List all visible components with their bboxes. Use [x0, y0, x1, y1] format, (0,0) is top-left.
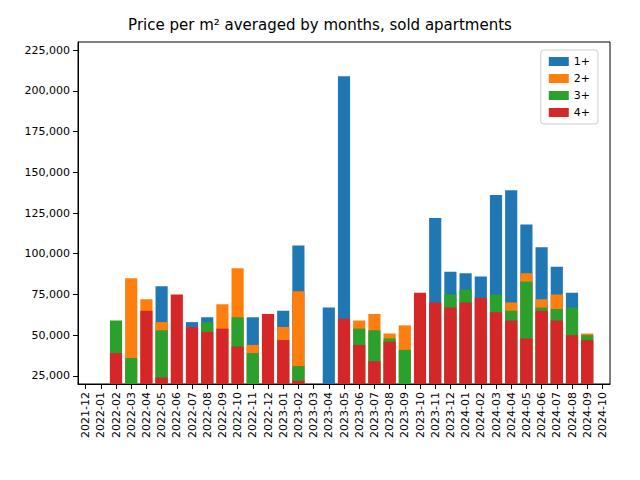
svg-text:2024-09: 2024-09	[581, 392, 594, 438]
svg-text:2023-10: 2023-10	[414, 392, 427, 438]
svg-text:2022-11: 2022-11	[246, 392, 259, 438]
svg-text:2022-06: 2022-06	[170, 392, 183, 438]
svg-text:2024-01: 2024-01	[459, 392, 472, 438]
svg-text:2022-12: 2022-12	[262, 392, 275, 438]
svg-text:2023-09: 2023-09	[398, 392, 411, 438]
svg-text:2024-04: 2024-04	[505, 392, 518, 438]
svg-text:2024-10: 2024-10	[596, 392, 609, 438]
svg-text:2022-03: 2022-03	[125, 392, 138, 438]
svg-text:2022-02: 2022-02	[110, 392, 123, 438]
svg-text:2024-07: 2024-07	[550, 392, 563, 438]
svg-text:2023-06: 2023-06	[353, 392, 366, 438]
svg-text:225,000: 225,000	[25, 44, 71, 57]
svg-text:4+: 4+	[574, 106, 590, 119]
svg-text:50,000: 50,000	[32, 329, 71, 342]
svg-text:2023-04: 2023-04	[322, 392, 335, 438]
svg-text:2024-03: 2024-03	[490, 392, 503, 438]
svg-text:2024-08: 2024-08	[566, 392, 579, 438]
svg-text:2023-08: 2023-08	[383, 392, 396, 438]
svg-text:2022-08: 2022-08	[201, 392, 214, 438]
svg-text:200,000: 200,000	[25, 84, 71, 97]
svg-text:2024-05: 2024-05	[520, 392, 533, 438]
svg-text:2023-03: 2023-03	[307, 392, 320, 438]
svg-text:2022-01: 2022-01	[94, 392, 107, 438]
svg-text:2021-12: 2021-12	[79, 392, 92, 438]
svg-text:1+: 1+	[574, 55, 590, 68]
svg-text:2023-12: 2023-12	[444, 392, 457, 438]
svg-text:2022-04: 2022-04	[140, 392, 153, 438]
svg-text:75,000: 75,000	[32, 288, 71, 301]
svg-text:2023-05: 2023-05	[338, 392, 351, 438]
svg-text:175,000: 175,000	[25, 125, 71, 138]
svg-text:2023-07: 2023-07	[368, 392, 381, 438]
svg-text:2022-09: 2022-09	[216, 392, 229, 438]
svg-text:2024-06: 2024-06	[535, 392, 548, 438]
svg-text:2022-05: 2022-05	[155, 392, 168, 438]
svg-text:2023-01: 2023-01	[277, 392, 290, 438]
svg-text:2022-10: 2022-10	[231, 392, 244, 438]
svg-text:Price per m² averaged by month: Price per m² averaged by months, sold ap…	[128, 16, 512, 34]
svg-text:125,000: 125,000	[25, 207, 71, 220]
svg-text:2023-11: 2023-11	[429, 392, 442, 438]
svg-text:2024-02: 2024-02	[474, 392, 487, 438]
svg-text:25,000: 25,000	[32, 369, 71, 382]
svg-text:2023-02: 2023-02	[292, 392, 305, 438]
svg-text:2022-07: 2022-07	[186, 392, 199, 438]
svg-text:2+: 2+	[574, 72, 590, 85]
svg-text:150,000: 150,000	[25, 166, 71, 179]
svg-text:3+: 3+	[574, 89, 590, 102]
svg-text:100,000: 100,000	[25, 247, 71, 260]
